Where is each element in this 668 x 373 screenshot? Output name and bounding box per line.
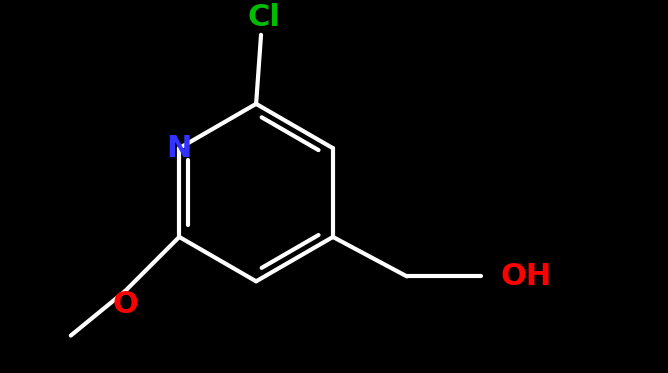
Text: OH: OH [500,262,552,291]
Text: O: O [112,291,138,319]
Text: N: N [166,134,192,163]
Text: Cl: Cl [248,3,281,32]
